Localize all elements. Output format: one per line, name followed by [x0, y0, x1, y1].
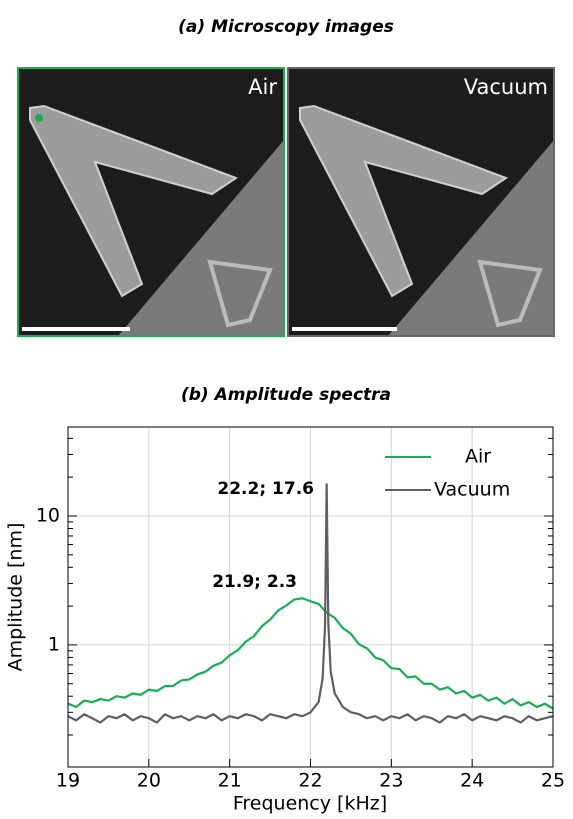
image-label: Vacuum [464, 75, 548, 99]
x-tick-label: 23 [379, 770, 403, 792]
x-axis-label: Frequency [kHz] [233, 793, 387, 815]
series-line [68, 483, 553, 724]
chart-title: (b) Amplitude spectra [181, 385, 391, 405]
image-frame [17, 67, 285, 337]
series-line [68, 597, 553, 710]
x-tick-label: 20 [137, 770, 161, 792]
x-tick-label: 21 [218, 770, 242, 792]
x-tick-label: 19 [56, 770, 80, 792]
axes: 19 20 21 22 23 24 25 1 10 Air Vacuum 22.2; 17.6 21.9… [36, 426, 565, 792]
image-label: Air [248, 75, 277, 99]
plot-lines [68, 483, 553, 724]
x-tick-label: 22 [298, 770, 322, 792]
image-frame [287, 67, 555, 337]
annotation: 21.9; 2.3 [212, 572, 297, 592]
legend-label: Vacuum [434, 479, 510, 501]
x-tick-label: 24 [460, 770, 484, 792]
plot-frame [67, 426, 554, 768]
y-tick-label: 10 [36, 504, 60, 526]
x-tick-label: 25 [541, 770, 565, 792]
microscopy-image-air [18, 68, 284, 336]
microscopy-image-vacuum [288, 68, 554, 336]
y-axis-label: Amplitude [nm] [5, 523, 27, 672]
panel-a-title: (a) Microscopy images [178, 17, 394, 37]
annotation: 22.2; 17.6 [217, 479, 314, 499]
legend-label: Air [465, 446, 491, 468]
y-tick-label: 1 [48, 633, 60, 655]
